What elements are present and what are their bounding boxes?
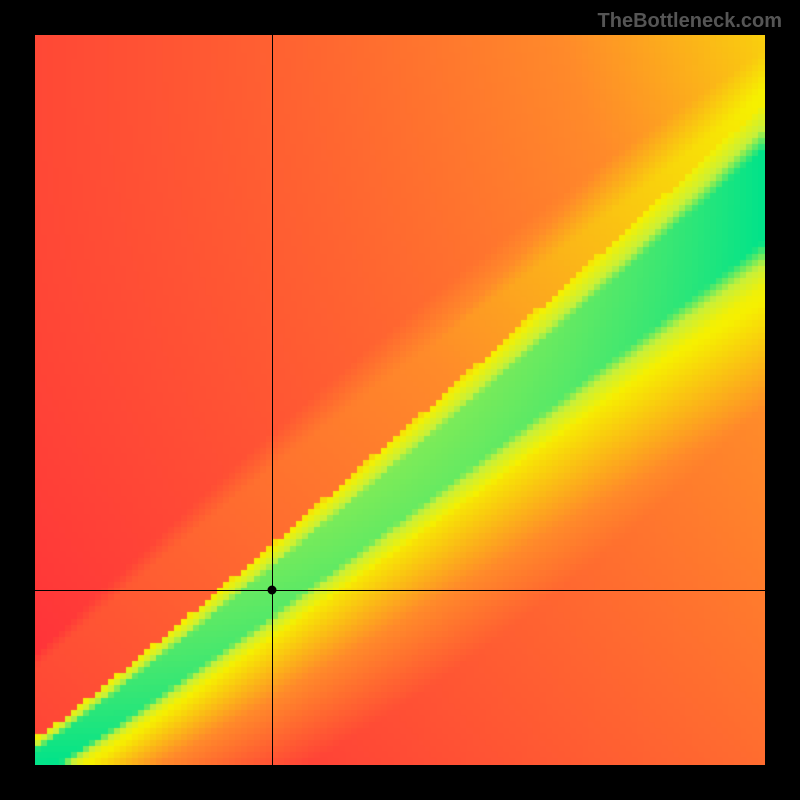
watermark-text: TheBottleneck.com — [598, 10, 782, 33]
bottleneck-heatmap — [35, 35, 765, 765]
crosshair-horizontal — [35, 590, 765, 591]
chart-container: TheBottleneck.com — [0, 0, 800, 800]
plot-frame — [35, 35, 765, 765]
crosshair-marker-dot — [268, 585, 277, 594]
crosshair-vertical — [272, 35, 273, 765]
